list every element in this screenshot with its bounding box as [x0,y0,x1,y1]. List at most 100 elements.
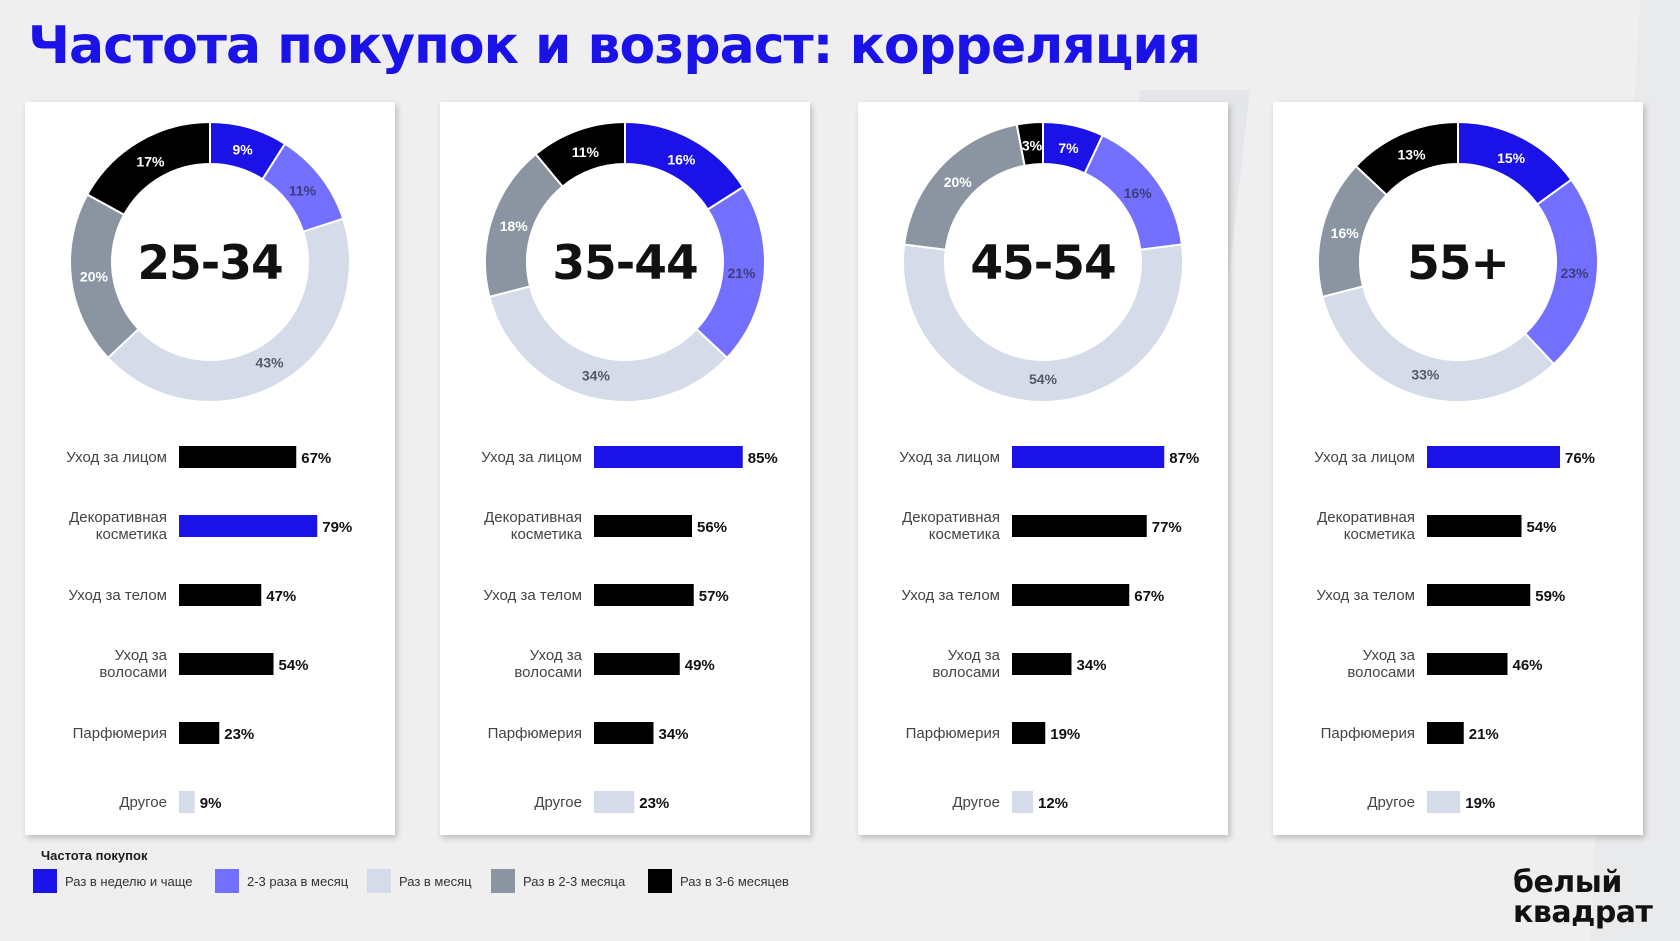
bar [1012,446,1165,468]
age-panel-35-44: 16% 21% 34% 18% 11% 35-44 Уход за лицом 85% Деко… [440,102,810,835]
donut-slice-months_3_6 [1354,120,1459,197]
bar-category-label: Уход за [530,647,583,664]
slice-label: 33% [1411,366,1440,382]
donut-slice-months_3_6 [85,120,211,217]
bar-value-label: 23% [639,795,669,812]
bar-category-label: Другое [119,794,167,811]
bar-category-label: Уход за телом [901,587,1000,604]
bar-value-label: 85% [748,450,778,467]
bar-category-label: Уход за телом [483,587,582,604]
chart-svg: 7% 16% 54% 20% 3% 45-54 Уход за лицом 87% Декора… [899,120,1199,813]
bar-category-label: Уход за лицом [1314,449,1415,466]
bar-value-label: 79% [322,519,352,536]
age-group-label: 55+ [1407,236,1509,291]
slice-label: 20% [80,269,109,285]
bar [1012,722,1046,744]
bar-value-label: 47% [266,588,296,605]
bar [1427,722,1464,744]
bar-category-label: Парфюмерия [488,725,582,742]
slice-label: 43% [256,355,285,371]
donut-slice-monthly [902,243,1184,403]
bar-value-label: 9% [200,795,222,812]
legend-label: Раз в неделю и чаще [65,874,193,889]
bar-value-label: 54% [1527,519,1557,536]
bar-category-label: косметика [96,526,168,543]
bar-category-label: Парфюмерия [1321,725,1415,742]
bar [179,722,220,744]
legend-label: 2-3 раза в месяц [247,874,349,889]
age-group-label: 25-34 [137,236,282,291]
slice-label: 21% [727,265,756,281]
donut-slice-months_3_6 [1015,120,1044,167]
bar-value-label: 77% [1152,519,1182,536]
slice-label: 13% [1398,147,1427,163]
slice-label: 16% [667,151,696,167]
chart-svg: 15% 23% 33% 16% 13% 55+ Уход за лицом 76% Декора… [1314,120,1599,813]
bar [1012,584,1130,606]
bar-value-label: 57% [699,588,729,605]
page-title: Частота покупок и возраст: корреляция [28,16,1201,76]
legend-swatch [367,869,391,893]
bar-category-label: Парфюмерия [906,725,1000,742]
slice-label: 15% [1497,150,1526,166]
bar [1427,515,1522,537]
age-panel-25-34: 9% 11% 43% 20% 17% 25-34 Уход за лицом 67% Декор… [25,102,395,835]
legend-swatch [33,869,57,893]
bar-category-label: Декоративная [484,509,582,526]
bar [594,722,654,744]
bar-value-label: 54% [279,657,309,674]
bar-value-label: 76% [1565,450,1595,467]
bar-value-label: 49% [685,657,715,674]
slice-label: 16% [1331,225,1360,241]
bar-category-label: волосами [99,664,167,681]
age-group-label: 45-54 [970,236,1115,291]
age-panel-55-plus: 15% 23% 33% 16% 13% 55+ Уход за лицом 76% Декора… [1273,102,1643,835]
bar-value-label: 56% [697,519,727,536]
bar-value-label: 59% [1535,588,1565,605]
bar-value-label: 23% [224,726,254,743]
bar-category-label: косметика [1344,526,1416,543]
slice-label: 11% [289,182,317,198]
slice-label: 17% [136,153,165,169]
chart-svg: 16% 21% 34% 18% 11% 35-44 Уход за лицом 85% Деко… [481,120,778,813]
legend-label: Раз в 2-3 месяца [523,874,626,889]
donut-slice-monthly [488,285,729,403]
bar [179,515,318,537]
donut-slice-monthly [1321,285,1556,403]
bar [1427,653,1508,675]
bar-category-label: Уход за [948,647,1001,664]
bar-category-label: Другое [952,794,1000,811]
chart-svg: 9% 11% 43% 20% 17% 25-34 Уход за лицом 67% Декор… [66,120,352,813]
bar-value-label: 67% [301,450,331,467]
bar-value-label: 12% [1038,795,1068,812]
bar [594,653,680,675]
bar-category-label: Уход за лицом [481,449,582,466]
slice-label: 7% [1058,140,1079,156]
bar-category-label: волосами [932,664,1000,681]
bar-value-label: 46% [1513,657,1543,674]
bar [594,791,635,813]
bar [594,584,694,606]
legend-swatch [648,869,672,893]
legend-swatch [491,869,515,893]
age-panel-45-54: 7% 16% 54% 20% 3% 45-54 Уход за лицом 87% Декора… [858,102,1228,835]
bar-category-label: Другое [1367,794,1415,811]
legend-title: Частота покупок [41,848,148,863]
slice-label: 20% [944,174,973,190]
slice-label: 34% [582,367,611,383]
bar [1427,446,1560,468]
bar [179,653,274,675]
bar [1427,584,1531,606]
bar-value-label: 34% [659,726,689,743]
donut-slice-monthly [106,217,351,403]
bar-category-label: Уход за лицом [66,449,167,466]
bar-category-label: Декоративная [69,509,167,526]
bar-category-label: Декоративная [1317,509,1415,526]
legend-label: Раз в месяц [399,874,472,889]
company-logo: белый квадрат [1513,868,1653,928]
donut-slice-months_3_6 [534,120,626,188]
bar-value-label: 67% [1134,588,1164,605]
bar [179,791,195,813]
bar-category-label: Декоративная [902,509,1000,526]
bar-category-label: Уход за [115,647,168,664]
